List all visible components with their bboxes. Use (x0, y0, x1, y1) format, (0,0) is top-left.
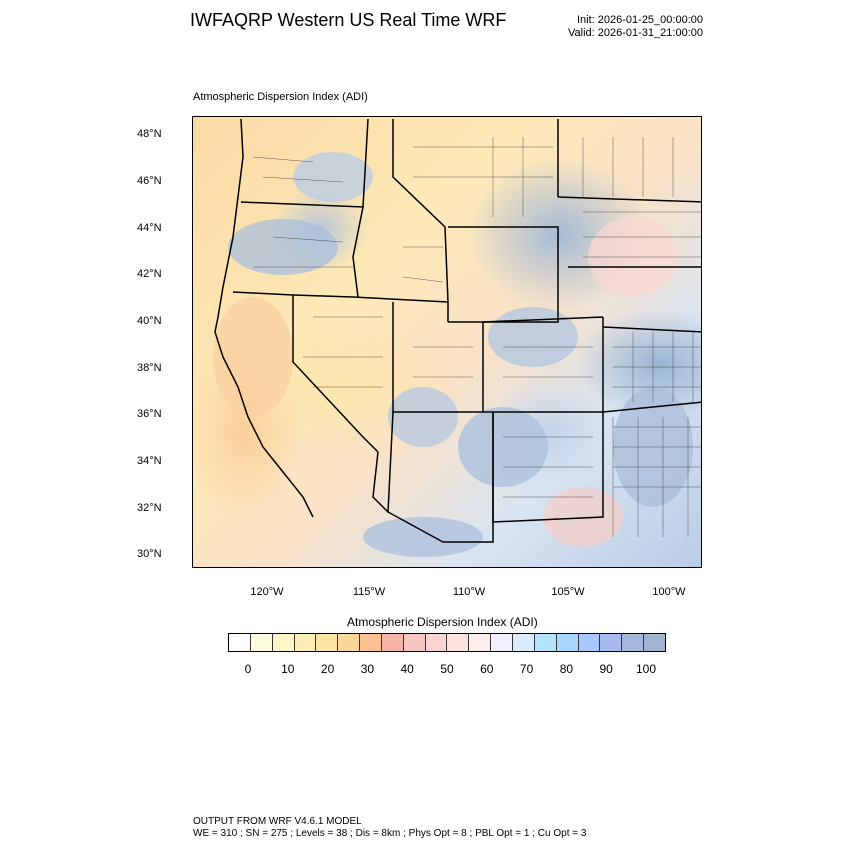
colorbar (228, 633, 666, 652)
colorbar-box (381, 634, 404, 651)
lat-label: 40°N (137, 315, 162, 327)
colorbar-label: 0 (244, 662, 252, 676)
colorbar-box (622, 634, 645, 651)
model-settings: WE = 310 ; SN = 275 ; Levels = 38 ; Dis … (193, 828, 587, 839)
map-overlay (213, 118, 701, 557)
lon-label: 105°W (551, 586, 585, 598)
colorbar-box (229, 634, 251, 651)
colorbar-box (360, 634, 382, 651)
colorbar-label: 90 (599, 662, 613, 676)
colorbar-box (272, 634, 295, 651)
colorbar-box (425, 634, 448, 651)
colorbar-box (512, 634, 535, 651)
lat-label: 32°N (137, 502, 162, 514)
colorbar-box (338, 634, 361, 651)
county-boundaries (252, 137, 701, 537)
colorbar-label: 30 (360, 662, 375, 676)
colorbar-label: 10 (281, 662, 295, 676)
lat-label: 38°N (137, 362, 162, 374)
valid-time: Valid: 2026-01-31_21:00:00 (568, 27, 703, 39)
colorbar-label: 40 (400, 662, 414, 676)
colorbar-box (250, 634, 273, 651)
colorbar-label: 100 (635, 662, 657, 676)
colorbar-box (534, 634, 557, 651)
colorbar-box (469, 634, 492, 651)
init-time: Init: 2026-01-25_00:00:00 (577, 14, 703, 26)
lat-label: 42°N (137, 268, 162, 280)
lon-label: 120°W (250, 586, 284, 598)
colorbar-label: 50 (440, 662, 454, 676)
state-boundaries (232, 118, 701, 543)
colorbar-box (316, 634, 339, 651)
lon-label: 100°W (652, 586, 686, 598)
colorbar-label: 60 (480, 662, 494, 676)
model-info: OUTPUT FROM WRF V4.6.1 MODEL (193, 816, 362, 827)
colorbar-box (294, 634, 317, 651)
adi-field (213, 152, 693, 557)
plot-title: IWFAQRP Western US Real Time WRF (190, 10, 507, 30)
colorbar-label: 80 (559, 662, 574, 676)
lat-label: 36°N (137, 408, 162, 420)
colorbar-box (403, 634, 426, 651)
colorbar-box (644, 634, 665, 651)
map-panel (192, 116, 702, 568)
colorbar-label: 70 (519, 662, 534, 676)
colorbar-box (600, 634, 623, 651)
lat-label: 44°N (137, 222, 162, 234)
colorbar-title: Atmospheric Dispersion Index (ADI) (347, 615, 538, 629)
pacific-coastline (214, 118, 314, 518)
lat-label: 30°N (137, 548, 162, 560)
colorbar-box (447, 634, 470, 651)
colorbar-box (556, 634, 579, 651)
lon-label: 115°W (352, 586, 386, 598)
lat-label: 48°N (137, 128, 162, 140)
lat-label: 46°N (137, 175, 162, 187)
colorbar-box (491, 634, 513, 651)
panel-title: Atmospheric Dispersion Index (ADI) (193, 91, 368, 103)
lon-label: 110°W (452, 586, 486, 598)
colorbar-box (578, 634, 601, 651)
lat-label: 34°N (137, 455, 162, 467)
colorbar-label: 20 (320, 662, 335, 676)
